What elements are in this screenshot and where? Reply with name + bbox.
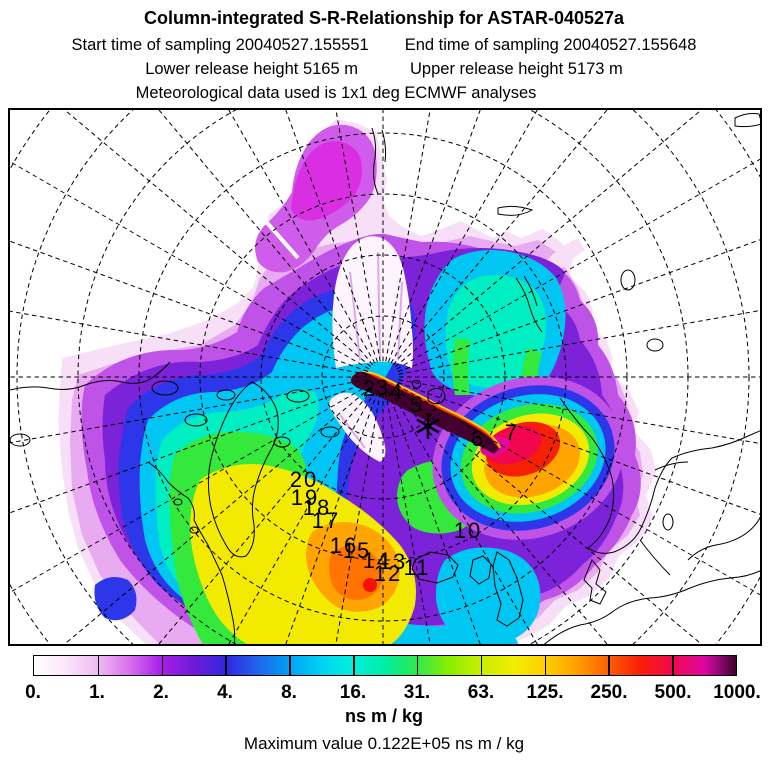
coast-arctic-island-1 [151,380,179,396]
colorbar-tick: 63. [467,682,495,703]
trajectory-day-3: 3 [376,375,390,400]
plume-finger-3 [545,238,585,272]
contour-blue-patch-sw [94,576,137,621]
colorbar-tick: 4. [217,682,233,703]
arc-white-slit [238,190,300,260]
trajectory-day-5: 5 [410,392,424,417]
coast-isle-ne1 [620,269,636,291]
coast-severnaya [371,127,387,195]
colorbar-tick: 1. [89,682,105,703]
page-title: Column-integrated S-R-Relationship for A… [143,8,625,28]
coast-arctic-island-5 [320,426,340,438]
coast-baltic [639,461,760,576]
trajectory-day-20: 20 [290,467,318,492]
map-panel: 2 3 4 5 6 7 10 11 12 13 14 15 16 17 18 19 20 [8,108,762,646]
colorbar-tick: 2. [153,682,169,703]
colorbar-units: ns m / kg [344,706,424,726]
coast-alaska-island-2 [189,526,199,534]
trajectory-day-19: 19 [291,485,319,510]
trajectory-day-4: 4 [390,379,404,404]
colorbar-tick: 31. [403,682,431,703]
colorbar-tick: 125. [526,682,564,703]
trajectory-day-17: 17 [312,508,340,533]
lower-release-label: Lower release height 5165 m [145,60,358,78]
coast-novaya-zemlya [515,275,543,333]
coast-alaska [147,461,236,644]
pole-white-corridor [332,236,413,368]
trajectory-day-10: 10 [454,518,482,543]
trajectory-day-2: 2 [363,376,377,401]
release-asterisk [416,413,440,439]
coast-greenland [207,381,279,558]
upper-release-label: Upper release height 5173 m [410,60,623,78]
colorbar-separator [608,656,610,675]
coast-alaska-island-1 [173,498,183,506]
trajectory-day-12: 12 [374,561,402,586]
colorbar-separator [672,656,674,675]
colorbar-separator [289,656,291,675]
colorbar-separator [416,656,419,675]
colorbar-separator [480,656,483,675]
colorbar-tick: 250. [590,682,628,703]
coast-isle-ne2 [646,338,664,352]
colorbar [33,655,737,676]
trajectory-day-13: 13 [379,549,407,574]
coast-svalbard [411,380,446,405]
trajectory-day-11: 11 [404,555,431,580]
trajectory-day-14: 14 [363,548,391,573]
colorbar-tick: 1000. [713,682,761,703]
trajectory-day-15: 15 [343,538,371,563]
contour-green-barents-1 [452,338,470,395]
sampling-times: Start time of sampling 20040527.155551 En… [0,36,768,55]
pale-radial-streaks [339,251,403,449]
coast-scandinavia [559,397,760,554]
maximum-value-label: Maximum value 0.122E+05 ns m / kg [243,734,525,753]
coast-ireland [469,555,492,585]
coast-arctic-island-3 [216,389,236,401]
coast-arctic-island-6 [273,436,291,448]
coast-iceland [411,551,459,584]
colorbar-tick: 8. [281,682,297,703]
colorbar-tick: 16. [339,682,367,703]
start-time-label: Start time of sampling 20040527.155551 [71,36,369,54]
coast-denmark [583,559,607,605]
scandinavia-blob [432,376,624,540]
coast-europe-mainland [543,570,760,644]
coastlines [10,113,760,644]
contour-red-spot [363,578,377,592]
colorbar-separator [97,656,100,675]
coast-arctic-isle-n1 [497,205,534,216]
colorbar-tick: 500. [654,682,692,703]
colorbar-separator [353,656,355,675]
trajectory-day-16: 16 [330,533,358,558]
coast-siberia [10,361,171,391]
met-data-label: Meteorological data used is 1x1 deg ECMW… [135,84,537,102]
trajectory-day-6: 6 [471,426,485,451]
coast-arctic-island-4 [286,389,310,403]
colorbar-tick-labels: 0. 1. 2. 4. 8. 16. 31. 63. 125. 250. 500. 1000. [25,682,761,703]
colorbar-separator [161,656,164,675]
coast-wrangel [10,433,31,447]
contour-arc-magenta [291,141,363,221]
coast-britain [492,551,524,627]
coast-gotland [662,513,674,531]
colorbar-separator [544,656,547,675]
end-time-label: End time of sampling 20040527.155648 [404,36,697,54]
trajectory-day-7: 7 [505,420,519,445]
release-heights: Lower release height 5165 m Upper release… [0,60,768,79]
colorbar-tick: 0. [25,682,41,703]
coast-corner-ne [734,113,760,128]
contour-cyan-britain [435,547,541,644]
trajectory-day-18: 18 [303,495,331,520]
colorbar-separator [225,656,227,675]
coast-arctic-island-2 [184,413,208,427]
graticule [10,110,760,644]
